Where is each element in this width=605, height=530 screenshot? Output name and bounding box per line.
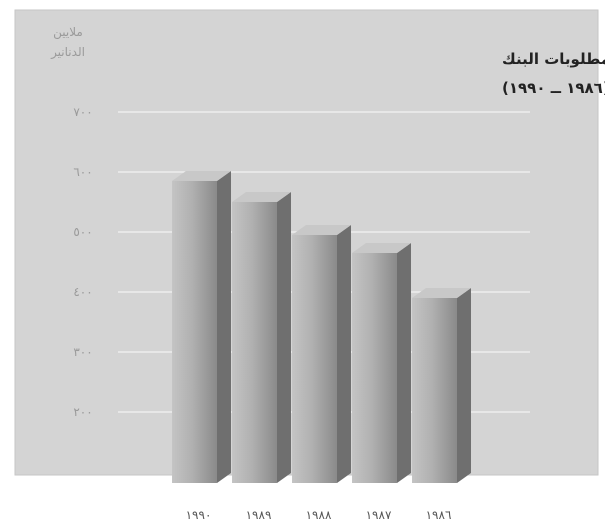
x-tick-label: ١٩٨٨ [306,508,332,522]
chart-subtitle: خلال السنوات (١٩٨٦ ــ ١٩٩٠) [502,79,605,97]
bar [412,288,471,483]
y-axis-label-line2: الدنانير [50,45,85,60]
y-tick-label: ٦٠٠ [73,165,92,179]
y-tick-labels: ٧٠٠ ٦٠٠ ٥٠٠ ٤٠٠ ٣٠٠ ٢٠٠ [73,105,92,419]
y-tick-label: ٣٠٠ [73,345,92,359]
bar-top [232,192,291,202]
x-tick-label: ١٩٨٩ [246,508,272,522]
bar [232,192,291,483]
bar-top [292,225,351,235]
bar-side [217,171,231,483]
bar-front [292,235,337,483]
x-tick-label: ١٩٨٧ [366,508,392,522]
bar [352,243,411,483]
bars [172,171,471,483]
bar-top [352,243,411,253]
bar-top [172,171,231,181]
y-tick-label: ٤٠٠ [73,285,92,299]
x-tick-label: ١٩٨٦ [426,508,452,522]
bar-side [457,288,471,483]
bar-side [337,225,351,483]
bar-front [172,181,217,483]
bar-front [352,253,397,483]
bar-side [397,243,411,483]
bar [292,225,351,483]
x-tick-label: ١٩٩٠ [186,508,212,522]
bar-front [412,298,457,483]
chart-title: تطور مجموع موجودات / مطلوبات البنك [502,50,605,68]
bar-side [277,192,291,483]
bar [172,171,231,483]
y-tick-label: ٧٠٠ [73,105,92,119]
bar-top [412,288,471,298]
y-tick-label: ٥٠٠ [73,225,92,239]
y-axis-label-line1: ملايين [53,25,83,40]
y-tick-label: ٢٠٠ [73,405,92,419]
bar-front [232,202,277,483]
x-tick-labels: ١٩٩٠ ١٩٨٩ ١٩٨٨ ١٩٨٧ ١٩٨٦ [186,508,452,522]
